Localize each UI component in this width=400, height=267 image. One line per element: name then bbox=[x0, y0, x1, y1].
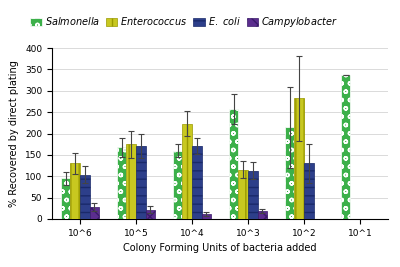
Bar bbox=[80, 175, 90, 219]
Bar bbox=[304, 163, 314, 219]
Bar bbox=[341, 74, 350, 219]
Bar bbox=[126, 144, 136, 219]
Bar bbox=[146, 210, 155, 219]
X-axis label: Colony Forming Units of bacteria added: Colony Forming Units of bacteria added bbox=[123, 243, 317, 253]
Bar bbox=[117, 147, 126, 219]
Y-axis label: % Recovered by direct plating: % Recovered by direct plating bbox=[10, 60, 20, 207]
Bar bbox=[294, 99, 304, 219]
Bar bbox=[136, 146, 146, 219]
Bar bbox=[173, 151, 182, 219]
Bar bbox=[258, 211, 267, 219]
Bar bbox=[238, 170, 248, 219]
Bar bbox=[182, 124, 192, 219]
Bar bbox=[229, 109, 238, 219]
Bar bbox=[248, 171, 258, 219]
Legend: $\it{Salmonella}$, $\it{Enterococcus}$, $\it{E.\ coli}$, $\it{Campylobacter}$: $\it{Salmonella}$, $\it{Enterococcus}$, … bbox=[30, 15, 338, 29]
Bar bbox=[202, 214, 211, 219]
Bar bbox=[192, 146, 202, 219]
Bar bbox=[90, 207, 99, 219]
Bar bbox=[70, 163, 80, 219]
Bar bbox=[61, 178, 70, 219]
Bar bbox=[285, 127, 294, 219]
